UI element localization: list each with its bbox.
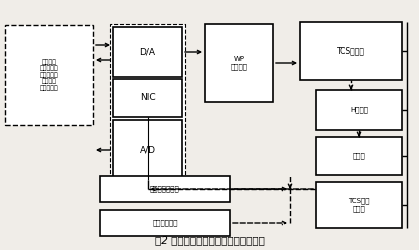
Bar xyxy=(100,210,230,236)
Text: TCS控制器: TCS控制器 xyxy=(337,46,365,56)
Bar xyxy=(316,137,402,175)
Text: WP
共用电源: WP 共用电源 xyxy=(230,56,248,70)
Text: 驱动器模拟器: 驱动器模拟器 xyxy=(152,220,178,226)
Text: 图2 硬件在环仿真验台系统的结构框架: 图2 硬件在环仿真验台系统的结构框架 xyxy=(155,235,264,245)
Bar xyxy=(5,25,93,125)
Bar xyxy=(100,176,230,202)
Bar xyxy=(113,120,182,180)
Bar xyxy=(300,22,402,80)
Bar xyxy=(316,90,402,130)
Text: A/D: A/D xyxy=(140,146,155,154)
Text: 车辆车轮模拟器: 车辆车轮模拟器 xyxy=(150,186,180,192)
Bar xyxy=(113,79,182,117)
Bar xyxy=(113,27,182,77)
Text: H状态机: H状态机 xyxy=(350,107,368,113)
Bar xyxy=(316,182,402,228)
Text: D/A: D/A xyxy=(140,48,155,56)
Text: 车辆模型
发动机模型
车轮系模型
制动模型
驱动器模型: 车辆模型 发动机模型 车轮系模型 制动模型 驱动器模型 xyxy=(40,59,58,91)
Text: NIC: NIC xyxy=(140,94,155,102)
Text: TCS调节
执行器: TCS调节 执行器 xyxy=(348,198,370,212)
Bar xyxy=(110,24,185,182)
Bar xyxy=(205,24,273,102)
Text: 驱动口: 驱动口 xyxy=(353,153,365,159)
